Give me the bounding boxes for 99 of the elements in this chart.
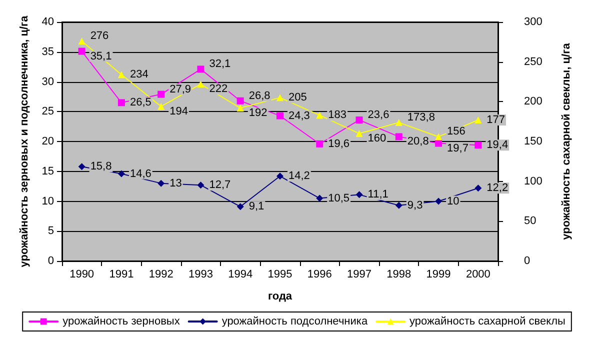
legend-label: урожайность зерновых [62,316,180,328]
point [78,48,86,55]
point [316,140,324,148]
data-label: 35,1 [90,50,112,62]
y-tick-label: 5 [48,225,54,238]
legend-label: урожайность подсолнечника [222,316,368,328]
data-label: 32,1 [209,58,231,70]
data-label: 19,6 [328,138,350,150]
point [236,203,244,210]
data-label: 183 [328,109,346,122]
y-tick-label: 30 [42,76,54,88]
point [474,142,482,149]
x-tick-label: 1996 [307,268,332,280]
point [356,130,363,138]
y2-axis-title: урожайность сахарной свеклы, ц/га [560,42,572,240]
data-label: 14,2 [288,170,310,182]
point [78,163,86,170]
y-tick-label: 20 [42,136,54,148]
point [158,102,165,110]
point [356,116,363,124]
y-tick-label: 25 [42,106,54,118]
data-label: 9,1 [248,200,264,213]
point [435,140,442,147]
data-label: 12,2 [486,182,508,194]
point [158,180,165,187]
data-label: 234 [130,68,148,81]
data-label: 205 [288,92,307,104]
data-label: 26,8 [248,90,270,102]
data-label: 194 [170,105,188,118]
x-tick-label: 1991 [109,268,134,280]
data-label: 13 [170,177,182,190]
point [474,116,482,124]
point [197,182,204,189]
point [118,99,125,106]
y-axis-title: урожайность зерновых и подсолнечника, ц/га [18,14,30,268]
data-label: 222 [209,83,228,96]
legend-label: урожайность сахарной свеклы [410,316,566,328]
y2-tick-label: 300 [524,16,542,28]
data-label: 276 [90,30,109,42]
data-label: 12,7 [209,179,231,192]
point [395,202,402,209]
point [158,90,165,98]
data-label: 26,5 [130,96,152,109]
y-tick-label: 10 [42,195,54,208]
x-tick-label: 1998 [386,268,412,280]
x-tick-label: 1992 [148,268,174,280]
data-label: 160 [368,132,386,145]
y-tick-label: 15 [42,165,54,178]
x-tick-label: 1999 [426,268,451,280]
point [356,191,363,198]
x-tick-label: 1990 [70,268,94,280]
data-label: 27,9 [170,83,192,96]
y2-tick-label: 200 [524,96,542,108]
data-label: 20,8 [407,136,429,148]
data-label: 156 [447,126,466,138]
y2-tick-label: 0 [524,255,530,267]
point [236,104,244,112]
y2-tick-label: 150 [524,136,542,148]
x-tick-label: 1994 [228,268,253,280]
point [118,170,125,178]
y-tick-label: 0 [48,255,54,267]
data-label: 10,5 [328,192,350,204]
y-tick-label: 35 [42,46,54,58]
data-label: 177 [486,114,506,126]
data-label: 19,4 [486,139,508,152]
point [197,80,204,88]
point [78,38,86,45]
point [276,172,284,180]
y-tick-label: 40 [42,16,54,28]
data-label: 19,7 [447,142,468,154]
x-tick-label: 1995 [268,268,292,280]
point [276,112,284,120]
data-label: 173,8 [407,112,435,124]
y2-tick-label: 50 [524,215,536,228]
y2-tick-label: 250 [524,56,542,68]
x-tick-label: 1997 [347,268,372,280]
point [316,194,324,202]
data-label: 192 [248,107,268,120]
point [236,97,244,104]
x-tick-label: 2000 [466,268,490,280]
point [276,94,284,102]
data-label: 10 [447,195,460,208]
point [395,133,402,140]
point [474,184,482,192]
point [118,71,125,78]
data-label: 24,3 [288,110,310,122]
point [316,112,324,119]
point [435,133,442,140]
point [435,198,442,205]
data-label: 15,8 [90,160,112,173]
point [197,66,204,73]
point [395,119,402,126]
y2-tick-label: 100 [524,175,542,188]
data-label: 11,1 [368,188,388,201]
x-axis-title: года [268,290,293,302]
data-label: 9,3 [407,199,423,212]
data-label: 23,6 [368,108,390,121]
data-label: 14,6 [130,168,152,180]
x-tick-label: 1993 [188,268,213,280]
